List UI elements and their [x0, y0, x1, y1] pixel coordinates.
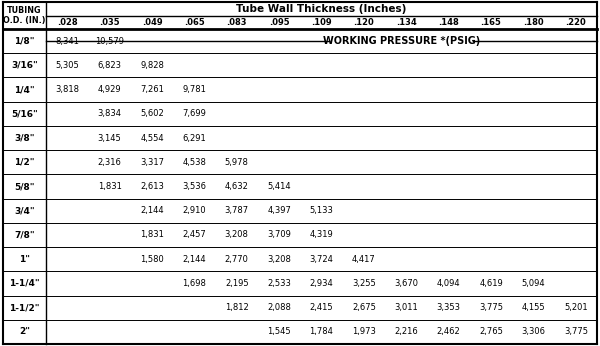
Text: .180: .180 — [523, 18, 544, 27]
Text: WORKING PRESSURE *(PSIG): WORKING PRESSURE *(PSIG) — [323, 36, 480, 46]
Text: 2,316: 2,316 — [98, 158, 122, 167]
Text: 4,094: 4,094 — [437, 279, 460, 288]
Text: .035: .035 — [99, 18, 120, 27]
Text: .148: .148 — [438, 18, 459, 27]
Text: 1,784: 1,784 — [310, 327, 334, 336]
Text: 2": 2" — [19, 327, 30, 336]
Text: 4,397: 4,397 — [267, 206, 291, 215]
Text: 1/2": 1/2" — [14, 158, 35, 167]
Text: 5/8": 5/8" — [14, 182, 35, 191]
Text: 7,699: 7,699 — [182, 109, 206, 118]
Text: .095: .095 — [269, 18, 289, 27]
Text: 4,155: 4,155 — [521, 303, 545, 312]
Text: 1,973: 1,973 — [352, 327, 376, 336]
Text: 5,305: 5,305 — [55, 61, 79, 70]
Text: 1,831: 1,831 — [98, 182, 122, 191]
Text: 4,632: 4,632 — [225, 182, 248, 191]
Text: 3,536: 3,536 — [182, 182, 206, 191]
Text: 4,417: 4,417 — [352, 255, 376, 264]
Text: 3,145: 3,145 — [98, 134, 121, 143]
Text: 2,144: 2,144 — [182, 255, 206, 264]
Text: 1/8": 1/8" — [14, 37, 35, 46]
Text: 3,353: 3,353 — [437, 303, 461, 312]
Text: 5,414: 5,414 — [268, 182, 291, 191]
Text: 7/8": 7/8" — [14, 230, 35, 239]
Text: 5,602: 5,602 — [140, 109, 164, 118]
Text: 9,828: 9,828 — [140, 61, 164, 70]
Text: 5,978: 5,978 — [225, 158, 248, 167]
Text: 1/4": 1/4" — [14, 85, 35, 94]
Text: 7,261: 7,261 — [140, 85, 164, 94]
Text: 2,765: 2,765 — [479, 327, 503, 336]
Text: 3,255: 3,255 — [352, 279, 376, 288]
Text: 4,319: 4,319 — [310, 230, 334, 239]
Text: .134: .134 — [396, 18, 416, 27]
Text: 3,306: 3,306 — [521, 327, 545, 336]
Text: .065: .065 — [184, 18, 205, 27]
Text: 2,613: 2,613 — [140, 182, 164, 191]
Text: 2,770: 2,770 — [225, 255, 248, 264]
Text: .220: .220 — [565, 18, 586, 27]
Text: 1,698: 1,698 — [182, 279, 206, 288]
Text: 2,675: 2,675 — [352, 303, 376, 312]
Text: 5,094: 5,094 — [521, 279, 545, 288]
Text: .049: .049 — [142, 18, 162, 27]
Text: .083: .083 — [226, 18, 247, 27]
Text: 3,670: 3,670 — [394, 279, 418, 288]
Text: 2,934: 2,934 — [310, 279, 334, 288]
Text: 5,201: 5,201 — [564, 303, 587, 312]
Text: 3,317: 3,317 — [140, 158, 164, 167]
Text: 3,724: 3,724 — [310, 255, 334, 264]
Text: 3/4": 3/4" — [14, 206, 35, 215]
Text: 3,208: 3,208 — [267, 255, 291, 264]
Text: 2,462: 2,462 — [437, 327, 461, 336]
Text: 5/16": 5/16" — [11, 109, 38, 118]
Text: 1-1/2": 1-1/2" — [9, 303, 40, 312]
Text: TUBING
O.D. (IN.): TUBING O.D. (IN.) — [3, 6, 46, 25]
Text: 2,457: 2,457 — [182, 230, 206, 239]
Text: 2,088: 2,088 — [267, 303, 291, 312]
Text: 3,709: 3,709 — [267, 230, 291, 239]
Text: 4,929: 4,929 — [98, 85, 121, 94]
Text: 3,818: 3,818 — [55, 85, 79, 94]
Text: 2,533: 2,533 — [267, 279, 291, 288]
Text: 1,812: 1,812 — [225, 303, 248, 312]
Text: 2,910: 2,910 — [182, 206, 206, 215]
Text: 1,831: 1,831 — [140, 230, 164, 239]
Text: 4,554: 4,554 — [140, 134, 164, 143]
Text: 1,580: 1,580 — [140, 255, 164, 264]
Text: 6,823: 6,823 — [98, 61, 122, 70]
Text: 3,775: 3,775 — [479, 303, 503, 312]
Text: .165: .165 — [481, 18, 502, 27]
Text: 4,619: 4,619 — [479, 279, 503, 288]
Text: 3,834: 3,834 — [98, 109, 122, 118]
Text: 9,781: 9,781 — [182, 85, 206, 94]
Text: 3,787: 3,787 — [224, 206, 249, 215]
Text: 1-1/4": 1-1/4" — [9, 279, 40, 288]
Text: 3/16": 3/16" — [11, 61, 38, 70]
Text: 6,291: 6,291 — [182, 134, 206, 143]
Text: 10,579: 10,579 — [95, 37, 124, 46]
Text: 1,545: 1,545 — [268, 327, 291, 336]
Text: .109: .109 — [311, 18, 332, 27]
Text: 3/8": 3/8" — [14, 134, 35, 143]
Text: 1": 1" — [19, 255, 30, 264]
Text: .028: .028 — [57, 18, 77, 27]
Text: 2,216: 2,216 — [394, 327, 418, 336]
Text: 3,775: 3,775 — [564, 327, 588, 336]
Text: 8,341: 8,341 — [55, 37, 79, 46]
Text: .120: .120 — [353, 18, 374, 27]
Text: 4,538: 4,538 — [182, 158, 206, 167]
Text: 2,144: 2,144 — [140, 206, 164, 215]
Text: 2,195: 2,195 — [225, 279, 248, 288]
Text: 3,208: 3,208 — [225, 230, 248, 239]
Text: 3,011: 3,011 — [394, 303, 418, 312]
Text: Tube Wall Thickness (Inches): Tube Wall Thickness (Inches) — [236, 4, 407, 14]
Text: 2,415: 2,415 — [310, 303, 334, 312]
Text: 5,133: 5,133 — [310, 206, 334, 215]
